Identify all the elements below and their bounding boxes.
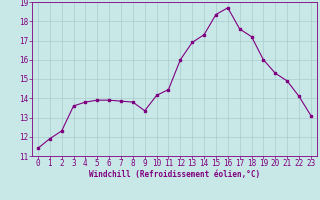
X-axis label: Windchill (Refroidissement éolien,°C): Windchill (Refroidissement éolien,°C)	[89, 170, 260, 179]
